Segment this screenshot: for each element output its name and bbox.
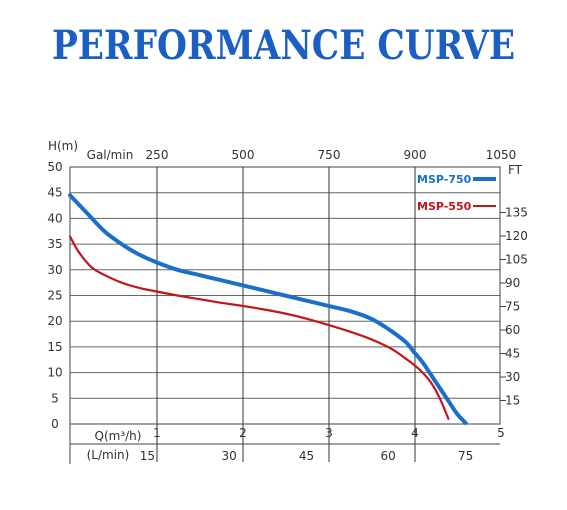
bottom-2-tick-label: 60 — [381, 449, 396, 463]
left-tick-label: 20 — [47, 314, 62, 328]
left-tick-label: 50 — [47, 160, 62, 174]
bottom-2-tick-label: 75 — [458, 449, 473, 463]
top-tick-label: 500 — [232, 148, 255, 162]
left-tick-label: 40 — [47, 211, 62, 225]
right-tick-label: 45 — [505, 346, 520, 360]
right-tick-label: 120 — [505, 229, 528, 243]
right-tick-label: 15 — [505, 393, 520, 407]
left-tick-label: 25 — [47, 289, 62, 303]
legend-label-msp-750: MSP-750 — [417, 173, 472, 186]
series-line-msp-550 — [68, 235, 450, 420]
left-tick-label: 30 — [47, 263, 62, 277]
bottom-2-tick-label: 15 — [140, 449, 155, 463]
top-tick-label: 250 — [146, 148, 169, 162]
bottom-axis-label: Q(m³/h) — [95, 429, 142, 443]
legend: MSP-750 MSP-550 — [417, 173, 496, 213]
bottom-tick-label: 2 — [239, 426, 247, 440]
bottom-2-tick-label: 45 — [299, 449, 314, 463]
right-tick-label: 105 — [505, 252, 528, 266]
right-tick-label: 135 — [505, 205, 528, 219]
grid — [69, 166, 501, 464]
series-lines — [68, 193, 468, 425]
top-tick-label: 750 — [318, 148, 341, 162]
right-tick-label: 30 — [505, 370, 520, 384]
right-axis-label: FT — [508, 163, 523, 177]
left-tick-label: 15 — [47, 340, 62, 354]
left-tick-label: 35 — [47, 237, 62, 251]
left-tick-label: 5 — [51, 391, 59, 405]
bottom-tick-label: 1 — [153, 426, 161, 440]
series-line-msp-750 — [68, 193, 468, 425]
bottom-tick-label: 3 — [325, 426, 333, 440]
right-tick-label: 90 — [505, 276, 520, 290]
top-axis-label: Gal/min — [87, 148, 134, 162]
top-tick-label: 900 — [404, 148, 427, 162]
left-tick-label: 0 — [51, 417, 59, 431]
chart-title: PERFORMANCE CURVE — [51, 22, 516, 69]
bottom-tick-label: 4 — [411, 426, 419, 440]
plot-frame — [69, 166, 501, 425]
left-axis-label: H(m) — [48, 139, 78, 153]
left-tick-label: 45 — [47, 186, 62, 200]
left-tick-label: 10 — [47, 366, 62, 380]
bottom-tick-label: 5 — [497, 426, 505, 440]
bottom-axis-2-label: (L/min) — [87, 448, 130, 462]
bottom-2-tick-label: 30 — [221, 449, 236, 463]
right-tick-label: 60 — [505, 323, 520, 337]
top-tick-label: 1050 — [486, 148, 517, 162]
legend-label-msp-550: MSP-550 — [417, 200, 472, 213]
right-tick-label: 75 — [505, 299, 520, 313]
